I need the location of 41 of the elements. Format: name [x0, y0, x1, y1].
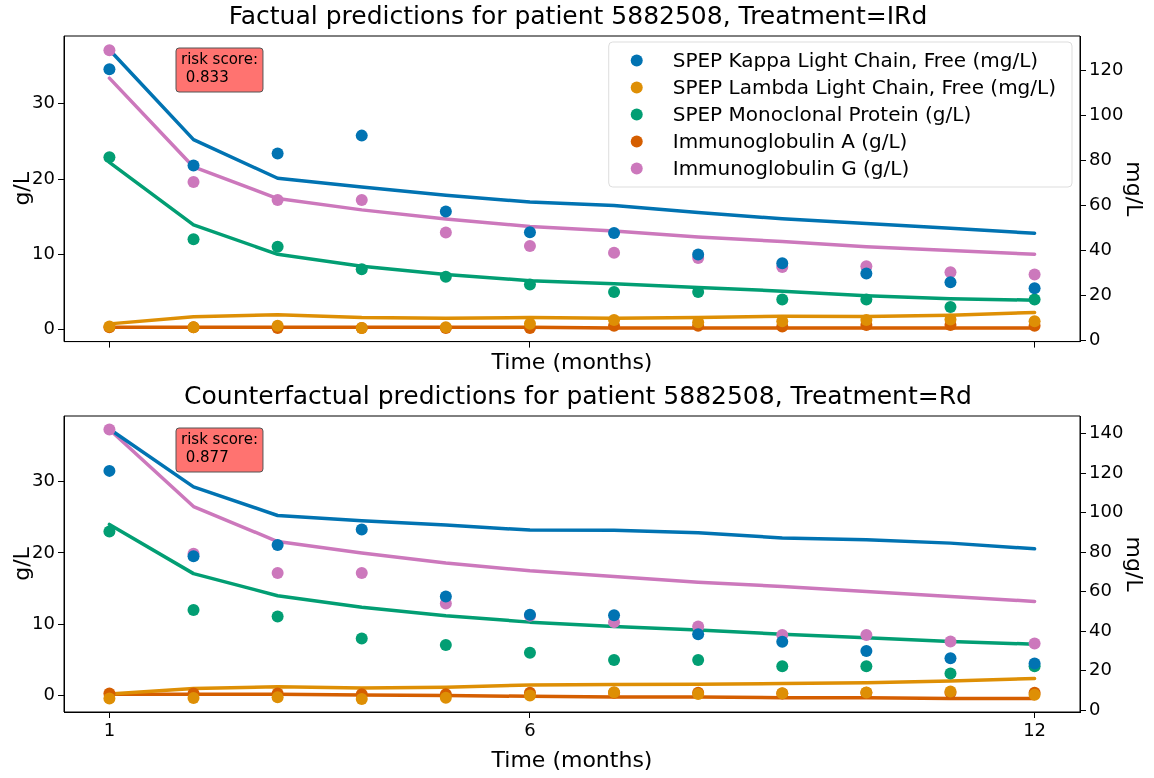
- y-tick-label: 0: [43, 317, 55, 339]
- y-tick-label: 30: [32, 91, 55, 113]
- y2-tick-label: 0: [1089, 327, 1101, 349]
- y2-tick-label: 100: [1089, 103, 1124, 125]
- x-axis-title: Time (months): [490, 348, 653, 374]
- legend-label: SPEP Lambda Light Chain, Free (mg/L): [672, 74, 1057, 99]
- y-tick-label: 20: [32, 540, 55, 562]
- x-tick-label: 6: [524, 719, 536, 741]
- y-tick-label: 10: [32, 241, 55, 263]
- y2-tick-label: 120: [1089, 460, 1124, 482]
- y2-tick-label: 0: [1089, 697, 1101, 719]
- y-tick-label: 30: [32, 469, 55, 491]
- x-axis-title: Time (months): [490, 746, 653, 772]
- y2-tick-label: 20: [1089, 658, 1112, 680]
- y-tick-label: 0: [43, 683, 55, 705]
- y2-axis-title: mg/L: [1122, 161, 1148, 218]
- y2-tick-label: 80: [1089, 148, 1112, 170]
- annotation: risk score: 0.833: [181, 50, 258, 87]
- y2-tick-label: 100: [1089, 500, 1124, 522]
- y2-tick-label: 40: [1089, 237, 1112, 259]
- legend-label: SPEP Monoclonal Protein (g/L): [672, 101, 972, 126]
- annotation: risk score: 0.877: [181, 430, 258, 467]
- y-tick-label: 20: [32, 166, 55, 188]
- x-tick-label: 1: [103, 719, 116, 741]
- chart-title: Counterfactual predictions for patient 5882508, Treatment=Rd: [184, 380, 972, 410]
- y2-tick-label: 140: [1089, 421, 1124, 443]
- y2-tick-label: 120: [1089, 58, 1124, 80]
- y2-tick-label: 40: [1089, 618, 1112, 640]
- y2-tick-label: 80: [1089, 539, 1112, 561]
- y-axis-title: g/L: [8, 171, 34, 206]
- legend-label: Immunoglobulin G (g/L): [672, 155, 910, 180]
- y2-tick-label: 60: [1089, 579, 1112, 601]
- y2-tick-label: 20: [1089, 282, 1112, 304]
- y-tick-label: 10: [32, 611, 55, 633]
- y2-axis-title: mg/L: [1122, 536, 1148, 593]
- chart-title: Factual predictions for patient 5882508, Treatment=IRd: [228, 0, 928, 30]
- legend-label: SPEP Kappa Light Chain, Free (mg/L): [672, 47, 1039, 72]
- y2-tick-label: 60: [1089, 193, 1112, 215]
- legend-label: Immunoglobulin A (g/L): [672, 128, 908, 153]
- x-tick-label: 12: [1023, 719, 1047, 741]
- y-axis-title: g/L: [8, 546, 34, 581]
